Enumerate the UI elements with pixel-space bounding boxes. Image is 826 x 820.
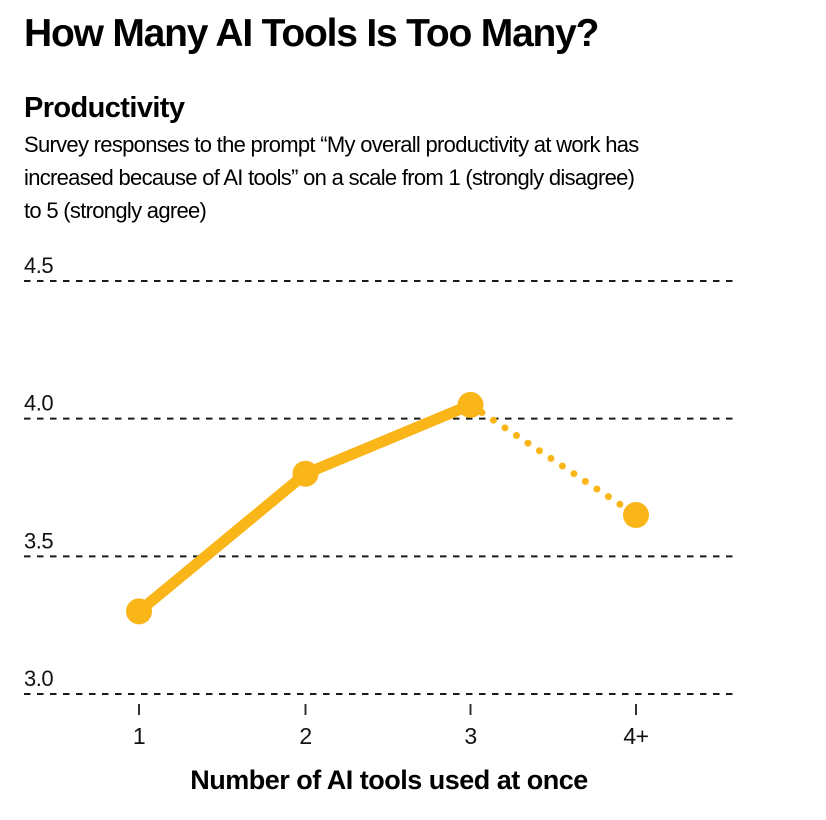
- description-line-2: increased because of AI tools” on a scal…: [24, 165, 635, 190]
- description-line-1: Survey responses to the prompt “My overa…: [24, 132, 639, 157]
- data-line-dotted-segment: [467, 401, 640, 519]
- description-line-3: to 5 (strongly agree): [24, 198, 207, 223]
- y-axis-tick-label: 3.5: [24, 528, 53, 553]
- x-axis-tick-label: 2: [299, 723, 311, 749]
- page-title: How Many AI Tools Is Too Many?: [24, 12, 599, 55]
- x-axis-tick-label: 1: [133, 723, 145, 749]
- data-point: [292, 460, 319, 487]
- data-point: [623, 502, 649, 529]
- data-point: [457, 391, 484, 418]
- chart-subtitle: Productivity: [24, 92, 185, 124]
- y-axis-tick-label: 4.5: [24, 253, 53, 278]
- x-axis-tick-label: 4+: [623, 723, 648, 749]
- data-point: [126, 598, 152, 625]
- data-line-solid-segment: [300, 399, 476, 480]
- y-axis-tick-label: 4.0: [24, 391, 53, 416]
- x-axis-tick-label: 3: [464, 723, 476, 749]
- x-axis-title: Number of AI tools used at once: [190, 765, 588, 795]
- y-axis-tick-label: 3.0: [24, 666, 53, 691]
- data-line-solid-segment: [133, 468, 311, 617]
- chart-description: Survey responses to the prompt “My overa…: [24, 128, 639, 227]
